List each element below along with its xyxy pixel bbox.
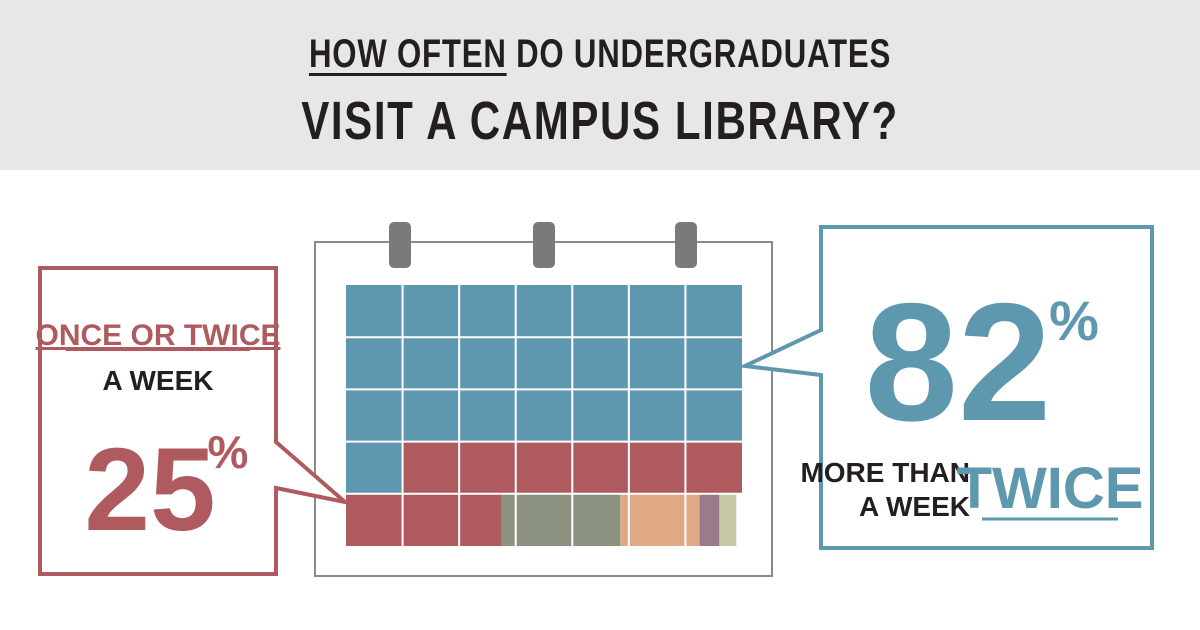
waffle-segment-5 [699,493,720,546]
left-callout-box [38,266,353,576]
infographic-art: ONCE OR TWICE A WEEK 25 % 82 % MORE THAN… [36,222,1154,577]
calendar-ring-3-icon [675,222,697,268]
header-banner: HOW OFTEN DO UNDERGRADUATES VISIT A CAMP… [0,0,1200,170]
waffle-segment-1 [346,441,403,494]
right-callout-line1: MORE THAN [800,457,970,488]
left-callout-value: 25 [84,424,215,556]
calendar-ring-2-icon [533,222,555,268]
title-line-1-rest: DO UNDERGRADUATES [506,32,892,76]
left-callout-line1: ONCE OR TWICE [36,319,281,352]
waffle-grid [346,285,742,546]
right-callout-value: 82 [865,268,1052,456]
waffle-segment-6 [719,493,737,546]
left-callout-unit: % [208,426,249,478]
waffle-segment-4 [620,493,700,546]
right-callout-line2: A WEEK [859,491,970,522]
waffle-segment-1 [346,285,742,338]
waffle-segment-2 [346,493,502,546]
left-callout-line2: A WEEK [103,365,214,396]
title-line-1: HOW OFTEN DO UNDERGRADUATES [132,32,1068,77]
waffle-segment-1 [346,337,742,390]
right-callout-emphasis: TWICE [957,456,1144,521]
title-line-2: VISIT A CAMPUS LIBRARY? [301,91,899,151]
title-emphasis: HOW OFTEN [308,32,507,76]
waffle-segment-3 [501,493,621,546]
right-callout-unit: % [1049,289,1099,352]
calendar-ring-1-icon [389,222,411,268]
right-callout-box [737,225,1154,550]
waffle-segment-1 [346,389,742,442]
